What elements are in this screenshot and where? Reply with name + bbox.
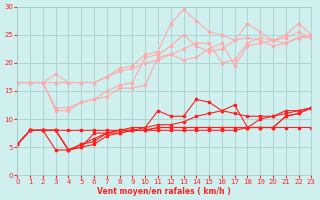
X-axis label: Vent moyen/en rafales ( km/h ): Vent moyen/en rafales ( km/h ) (98, 187, 231, 196)
